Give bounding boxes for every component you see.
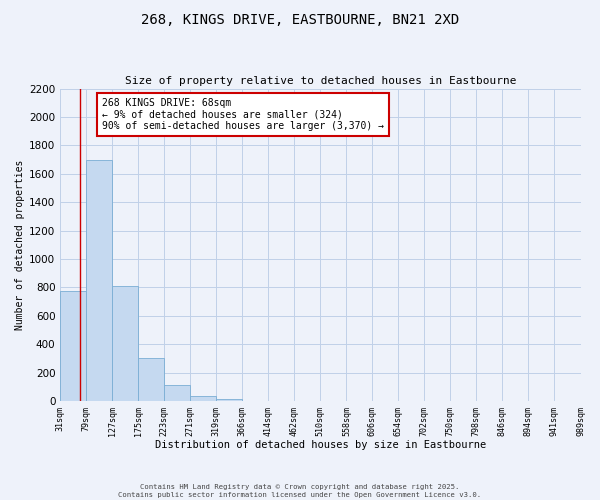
X-axis label: Distribution of detached houses by size in Eastbourne: Distribution of detached houses by size …	[155, 440, 486, 450]
Bar	[217, 400, 242, 401]
Title: Size of property relative to detached houses in Eastbourne: Size of property relative to detached ho…	[125, 76, 516, 86]
Text: Contains HM Land Registry data © Crown copyright and database right 2025.
Contai: Contains HM Land Registry data © Crown c…	[118, 484, 482, 498]
Bar	[112, 286, 139, 401]
Bar	[139, 358, 164, 401]
Text: 268, KINGS DRIVE, EASTBOURNE, BN21 2XD: 268, KINGS DRIVE, EASTBOURNE, BN21 2XD	[141, 12, 459, 26]
Bar	[190, 396, 217, 401]
Bar	[60, 291, 86, 401]
Bar	[86, 160, 112, 401]
Bar	[164, 386, 190, 401]
Y-axis label: Number of detached properties: Number of detached properties	[15, 160, 25, 330]
Text: 268 KINGS DRIVE: 68sqm
← 9% of detached houses are smaller (324)
90% of semi-det: 268 KINGS DRIVE: 68sqm ← 9% of detached …	[102, 98, 384, 131]
